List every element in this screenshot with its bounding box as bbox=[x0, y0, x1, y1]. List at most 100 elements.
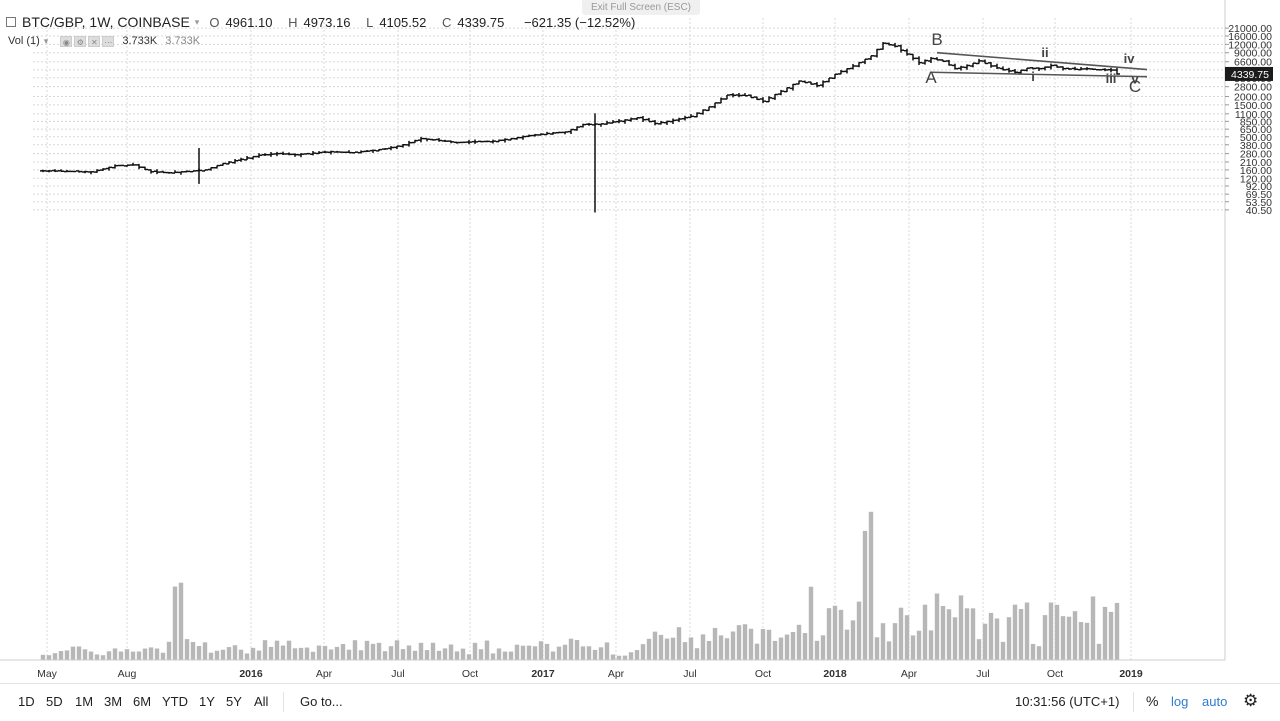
volume-bar bbox=[742, 624, 748, 660]
volume-bar bbox=[388, 646, 394, 660]
volume-bar bbox=[418, 642, 424, 660]
volume-bar bbox=[964, 608, 970, 660]
price-tick-label: 210.00 bbox=[1240, 157, 1272, 169]
volume-bar bbox=[490, 653, 496, 660]
timeframe-6m-button[interactable]: 6M bbox=[133, 694, 152, 709]
volume-bar bbox=[718, 635, 724, 660]
time-tick-label: Jul bbox=[976, 668, 989, 680]
volume-bar bbox=[832, 605, 838, 660]
volume-bar bbox=[124, 649, 130, 660]
price-tick-label: 69.50 bbox=[1246, 189, 1272, 201]
volume-bar bbox=[376, 642, 382, 660]
more-icon[interactable]: ⋯ bbox=[102, 35, 115, 47]
volume-bar bbox=[1078, 622, 1084, 660]
price-tick-label: 12000.00 bbox=[1228, 39, 1272, 51]
volume-bar bbox=[76, 646, 82, 660]
wave-label: i bbox=[1031, 69, 1035, 84]
open-label: O bbox=[209, 14, 220, 30]
volume-bar bbox=[1090, 596, 1096, 660]
time-tick-label: Oct bbox=[462, 668, 478, 680]
volume-bar bbox=[658, 634, 664, 660]
volume-bar bbox=[316, 645, 322, 660]
log-scale-button[interactable]: log bbox=[1171, 694, 1189, 709]
volume-bar bbox=[280, 645, 286, 660]
time-tick-label: 2017 bbox=[531, 668, 555, 680]
clock-display[interactable]: 10:31:56 (UTC+1) bbox=[1015, 694, 1120, 709]
volume-bar bbox=[826, 608, 832, 660]
volume-bar bbox=[634, 650, 640, 660]
volume-bar bbox=[640, 644, 646, 660]
volume-bar bbox=[166, 641, 172, 660]
volume-bar bbox=[748, 628, 754, 660]
volume-bar bbox=[1042, 615, 1048, 660]
close-icon[interactable]: ✕ bbox=[88, 35, 101, 47]
volume-bar bbox=[148, 647, 154, 660]
volume-bar bbox=[106, 651, 112, 660]
volume-bar bbox=[232, 645, 238, 660]
volume-bar bbox=[730, 631, 736, 660]
volume-bar bbox=[1102, 606, 1108, 660]
price-tick-label: 120.00 bbox=[1240, 173, 1272, 185]
volume-bar bbox=[484, 640, 490, 660]
volume-bar bbox=[1114, 602, 1120, 660]
volume-bar bbox=[580, 646, 586, 660]
volume-bar bbox=[202, 642, 208, 660]
timeframe-1m-button[interactable]: 1M bbox=[75, 694, 94, 709]
volume-bar bbox=[160, 652, 166, 660]
price-tick-label: 1500.00 bbox=[1234, 100, 1272, 112]
volume-bar bbox=[358, 650, 364, 660]
exit-fullscreen-button[interactable]: Exit Full Screen (ESC) bbox=[582, 0, 700, 15]
volume-bar bbox=[952, 617, 958, 660]
close-value: 4339.75 bbox=[457, 14, 505, 30]
low-value: 4105.52 bbox=[379, 14, 427, 30]
auto-scale-button[interactable]: auto bbox=[1202, 694, 1228, 709]
timeframe-5y-button[interactable]: 5Y bbox=[226, 694, 242, 709]
volume-bar bbox=[1048, 602, 1054, 660]
volume-bar bbox=[1012, 604, 1018, 660]
settings-icon[interactable]: ⚙ bbox=[74, 35, 87, 47]
volume-bar bbox=[94, 654, 100, 660]
volume-bar bbox=[82, 649, 88, 660]
chevron-down-icon[interactable]: ▾ bbox=[43, 35, 49, 46]
volume-bar bbox=[256, 650, 262, 660]
timeframe-5d-button[interactable]: 5D bbox=[46, 694, 63, 709]
volume-bar bbox=[958, 595, 964, 660]
volume-bar bbox=[328, 649, 334, 660]
timeframe-1y-button[interactable]: 1Y bbox=[199, 694, 215, 709]
time-tick-label: Oct bbox=[755, 668, 771, 680]
time-axis: May Aug 2016 Apr Jul Oct 2017 Apr Jul Oct 2018 Apr J… bbox=[0, 659, 1225, 680]
close-label: C bbox=[441, 14, 452, 30]
timeframe-1d-button[interactable]: 1D bbox=[18, 694, 35, 709]
goto-button[interactable]: Go to... bbox=[300, 694, 343, 709]
volume-bar bbox=[610, 654, 616, 660]
timeframe-ytd-button[interactable]: YTD bbox=[162, 694, 188, 709]
timeframe-3m-button[interactable]: 3M bbox=[104, 694, 123, 709]
price-tick-label: 92.00 bbox=[1246, 181, 1272, 193]
volume-bar bbox=[1066, 616, 1072, 660]
volume-bar bbox=[754, 643, 760, 660]
volume-bar bbox=[274, 640, 280, 660]
volume-bar bbox=[856, 601, 862, 660]
time-tick-label: Jul bbox=[683, 668, 696, 680]
chart-header: BTC/GBP, 1W, COINBASE ▾ O 4961.10 H 4973.1… bbox=[0, 0, 1225, 38]
volume-bar bbox=[724, 638, 730, 660]
volume-bar bbox=[598, 647, 604, 660]
volume-bar bbox=[58, 651, 64, 660]
volume-bar bbox=[70, 646, 76, 660]
bottom-toolbar: 1D 5D 1M 3M 6M YTD 1Y 5Y All Go to... 10… bbox=[0, 683, 1280, 721]
volume-bar bbox=[778, 637, 784, 660]
volume-bar bbox=[562, 644, 568, 660]
eye-icon[interactable]: ◉ bbox=[60, 35, 73, 47]
timeframe-all-button[interactable]: All bbox=[254, 694, 269, 709]
volume-bar bbox=[466, 654, 472, 660]
percent-scale-button[interactable]: % bbox=[1146, 693, 1159, 709]
gear-icon[interactable]: ⚙ bbox=[1243, 691, 1259, 710]
volume-label[interactable]: Vol (1) bbox=[8, 35, 40, 47]
chevron-down-icon[interactable]: ▾ bbox=[194, 16, 200, 27]
volume-bar bbox=[628, 652, 634, 660]
high-label: H bbox=[288, 14, 298, 30]
symbol-label[interactable]: BTC/GBP, 1W, COINBASE bbox=[22, 14, 190, 30]
collapse-icon[interactable] bbox=[6, 17, 16, 27]
